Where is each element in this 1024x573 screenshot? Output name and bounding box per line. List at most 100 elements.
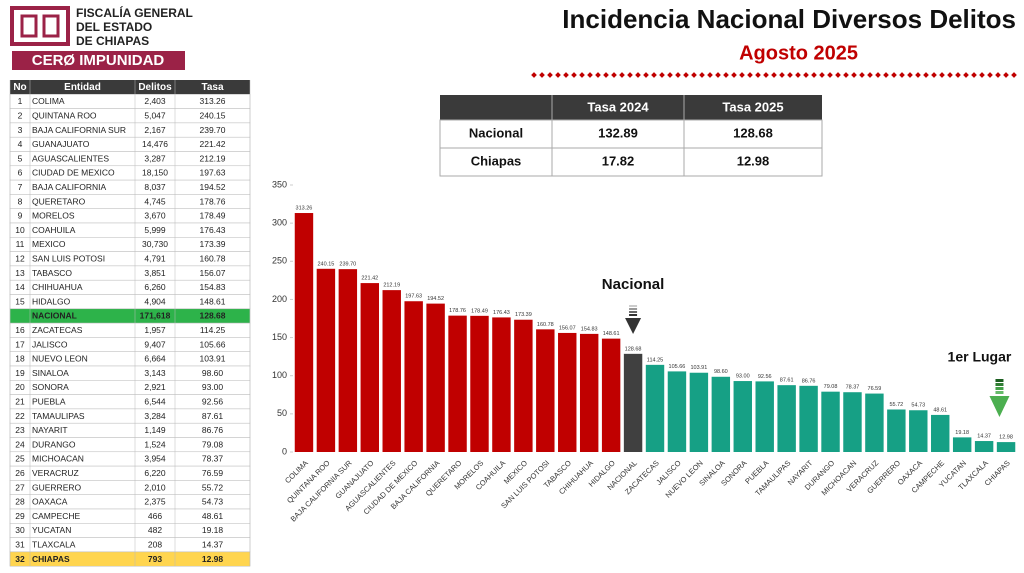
diamond [971,72,977,78]
table-cell: QUINTANA ROO [32,111,97,121]
table-cell: 22 [15,411,25,421]
bar [689,372,709,452]
table-cell: BAJA CALIFORNIA [32,182,106,192]
y-tick-label: 50 [277,408,287,418]
diamond [675,72,681,78]
bar [426,303,445,452]
table-cell: YUCATAN [32,525,71,535]
table-cell: 3,670 [144,211,166,221]
table-cell: 2,403 [144,96,166,106]
diamond [579,72,585,78]
table-cell: 14 [15,282,25,292]
table-cell: 128.68 [200,311,226,321]
data-label: 154.83 [581,326,598,332]
bar [909,410,928,452]
table-cell: 3,284 [144,411,166,421]
diamond [531,72,537,78]
table-cell: 240.15 [200,111,226,121]
table-cell: 78.37 [202,454,224,464]
table-cell: 13 [15,268,25,278]
data-label: 240.15 [317,261,334,267]
table-cell: 194.52 [200,182,226,192]
diamond [683,72,689,78]
table-cell: COAHUILA [32,225,76,235]
summary-row-label: Chiapas [471,153,522,168]
chart: 050100150200250300350313.26COLIMA240.15Q… [272,179,1016,523]
diamond [611,72,617,78]
table-cell: 14,476 [142,139,168,149]
table-cell: 212.19 [200,153,226,163]
diamond [811,72,817,78]
table-cell: 3,954 [144,454,166,464]
bar [514,319,533,452]
table-cell: 148.61 [200,296,226,306]
diamond [995,72,1001,78]
table-cell: 154.83 [200,282,226,292]
diamond [859,72,865,78]
table-cell: 8 [18,196,23,206]
table-cell: 197.63 [200,168,226,178]
diamond [955,72,961,78]
data-label: 239.70 [339,262,356,268]
arrow-stripe [629,314,638,316]
table-cell: 482 [148,525,162,535]
diamond [963,72,969,78]
summary-cell: 128.68 [733,125,773,140]
table-cell: SINALOA [32,368,69,378]
table-cell: 178.49 [200,211,226,221]
bar [316,268,336,452]
bar [821,391,840,452]
diamond [619,72,625,78]
diamond [819,72,825,78]
table-cell: 239.70 [200,125,226,135]
diamond [851,72,857,78]
data-label: 48.61 [933,407,947,413]
table-cell: JALISCO [32,339,68,349]
data-label: 178.49 [471,308,488,314]
table-cell: 15 [15,296,25,306]
diamond [843,72,849,78]
table-cell: 105.66 [200,339,226,349]
diamond [891,72,897,78]
y-tick-label: 0 [282,446,287,456]
table-cell: 1,524 [144,439,166,449]
diamond [827,72,833,78]
table-cell: 2 [18,111,23,121]
table-cell: 19.18 [202,525,224,535]
bar [974,441,994,452]
data-label: 55.72 [889,402,903,408]
table-cell: 2,375 [144,497,166,507]
table-header-bg [10,80,250,95]
table-cell: 1,149 [144,425,166,435]
table-cell: 3 [18,125,23,135]
diamond [571,72,577,78]
table-cell: 20 [15,382,25,392]
table-cell: 173.39 [200,239,226,249]
bar [645,364,665,452]
table-cell: 8,037 [144,182,166,192]
data-label: 14.37 [977,433,991,439]
arrow-stripe [629,308,638,310]
summary-row-label: Nacional [469,125,523,140]
bar [843,392,862,452]
data-label: 212.19 [383,283,400,289]
table-cell: NUEVO LEON [32,354,88,364]
bar [996,442,1016,452]
summary-column-header: Tasa 2024 [587,99,649,114]
table-cell: CHIHUAHUA [32,282,83,292]
table-cell: 93.00 [202,382,224,392]
table-cell: MEXICO [32,239,66,249]
diamond [1011,72,1017,78]
diamond [883,72,889,78]
table-cell: 171,618 [140,311,171,321]
bar [558,332,577,452]
data-label: 79.08 [824,384,838,390]
table-cell: 23 [15,425,25,435]
table-cell: 4,791 [144,254,166,264]
diamond [835,72,841,78]
column-header: Tasa [201,82,223,93]
y-tick-label: 300 [272,218,287,228]
data-label: 160.78 [537,322,554,328]
table-cell: 54.73 [202,497,224,507]
table-cell: 28 [15,497,25,507]
